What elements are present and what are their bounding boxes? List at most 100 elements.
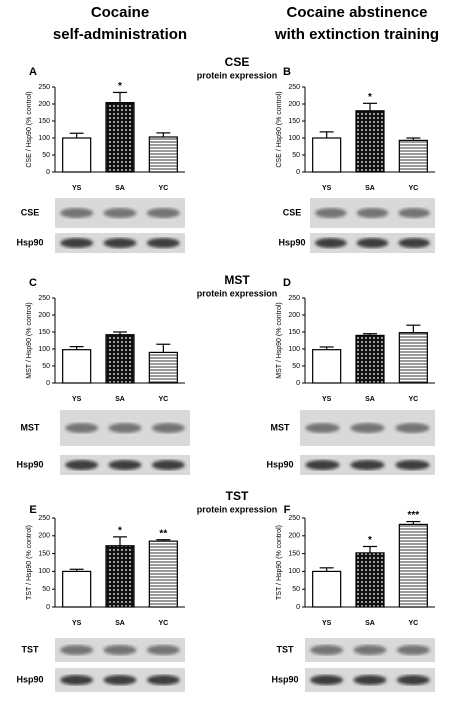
y-tick-label: 100 <box>38 346 50 353</box>
blot-band <box>305 423 340 433</box>
blot-label: Hsp90 <box>271 674 298 684</box>
y-tick-label: 100 <box>38 135 50 142</box>
blot-label: Hsp90 <box>16 459 43 469</box>
column-header: Cocaine <box>91 4 149 21</box>
y-tick-label: 0 <box>296 604 300 611</box>
section-subtitle: protein expression <box>197 288 278 298</box>
bar <box>105 334 135 384</box>
significance-label: * <box>118 81 122 92</box>
blot-band <box>108 460 142 470</box>
bar <box>105 102 135 173</box>
blot-label: CSE <box>21 207 40 217</box>
significance-label: * <box>368 535 372 546</box>
blot-label: Hsp90 <box>16 237 43 247</box>
column-header: Cocaine abstinence <box>287 4 428 21</box>
y-axis-label: CSE / Hsp90 (% control) <box>276 91 283 167</box>
x-tick-label: SA <box>115 396 125 403</box>
bar <box>148 540 178 608</box>
blot-band <box>398 238 430 248</box>
y-tick-label: 0 <box>46 380 50 387</box>
y-axis-label: CSE / Hsp90 (% control) <box>26 91 33 167</box>
blot-band <box>396 675 430 685</box>
blot-band <box>310 675 344 685</box>
y-tick-label: 200 <box>38 533 50 540</box>
significance-label: *** <box>407 510 419 521</box>
x-tick-label: YC <box>408 396 418 403</box>
section-title: CSE <box>225 55 250 69</box>
blot-band <box>146 645 180 655</box>
blot-label: TST <box>277 644 295 654</box>
bar <box>62 349 92 384</box>
y-tick-label: 250 <box>288 84 300 91</box>
x-tick-label: YS <box>322 396 332 403</box>
y-tick-label: 200 <box>288 312 300 319</box>
y-tick-label: 100 <box>288 135 300 142</box>
blot-band <box>65 460 99 470</box>
blot-band <box>60 208 94 218</box>
blot-band <box>353 645 387 655</box>
blot-band <box>60 238 94 248</box>
y-tick-label: 200 <box>288 533 300 540</box>
panel-letter: B <box>283 66 291 78</box>
y-tick-label: 50 <box>292 152 300 159</box>
blot-band <box>103 208 137 218</box>
y-tick-label: 250 <box>288 515 300 522</box>
y-axis-label: MST / Hsp90 (% control) <box>276 302 283 379</box>
blot-band <box>396 645 430 655</box>
y-tick-label: 50 <box>42 586 50 593</box>
blot-band <box>356 238 389 248</box>
significance-label: * <box>118 526 122 537</box>
blot-band <box>315 208 347 218</box>
x-tick-label: YC <box>158 620 168 627</box>
blot-band <box>60 675 94 685</box>
bar <box>62 137 92 173</box>
blot-band <box>60 645 94 655</box>
bar <box>355 110 385 173</box>
significance-label: ** <box>159 528 167 539</box>
blot-band <box>146 208 180 218</box>
blot-band <box>310 645 344 655</box>
bar <box>148 351 178 384</box>
y-tick-label: 0 <box>46 604 50 611</box>
x-tick-label: YS <box>322 620 332 627</box>
x-tick-label: SA <box>365 620 375 627</box>
x-tick-label: SA <box>115 185 125 192</box>
bar <box>105 545 135 608</box>
x-tick-label: YS <box>322 185 332 192</box>
blot-label: MST <box>21 422 41 432</box>
bar <box>312 349 342 384</box>
y-tick-label: 150 <box>288 329 300 336</box>
blot-label: Hsp90 <box>278 237 305 247</box>
column-header: self-administration <box>53 26 187 43</box>
blot-band <box>151 460 185 470</box>
panel-letter: A <box>29 66 37 78</box>
panel-letter: F <box>284 504 291 516</box>
blot-label: Hsp90 <box>16 674 43 684</box>
panel-letter: E <box>29 504 36 516</box>
blot-band <box>65 423 99 433</box>
y-tick-label: 150 <box>38 329 50 336</box>
bar <box>62 570 92 608</box>
blot-band <box>398 208 430 218</box>
y-tick-label: 50 <box>42 152 50 159</box>
y-tick-label: 0 <box>296 380 300 387</box>
y-tick-label: 250 <box>38 295 50 302</box>
blot-label: TST <box>22 644 40 654</box>
blot-band <box>146 675 180 685</box>
blot-band <box>356 208 389 218</box>
bar <box>398 332 428 384</box>
y-tick-label: 50 <box>292 586 300 593</box>
x-tick-label: YC <box>158 396 168 403</box>
y-tick-label: 200 <box>38 101 50 108</box>
blot-band <box>103 675 137 685</box>
y-tick-label: 100 <box>288 568 300 575</box>
blot-label: Hsp90 <box>266 459 293 469</box>
bar <box>398 523 428 608</box>
y-tick-label: 50 <box>292 363 300 370</box>
blot-band <box>305 460 340 470</box>
y-axis-label: TST / Hsp90 (% control) <box>276 525 283 600</box>
panel-letter: D <box>283 277 291 289</box>
x-tick-label: YC <box>158 185 168 192</box>
section-subtitle: protein expression <box>197 70 278 80</box>
